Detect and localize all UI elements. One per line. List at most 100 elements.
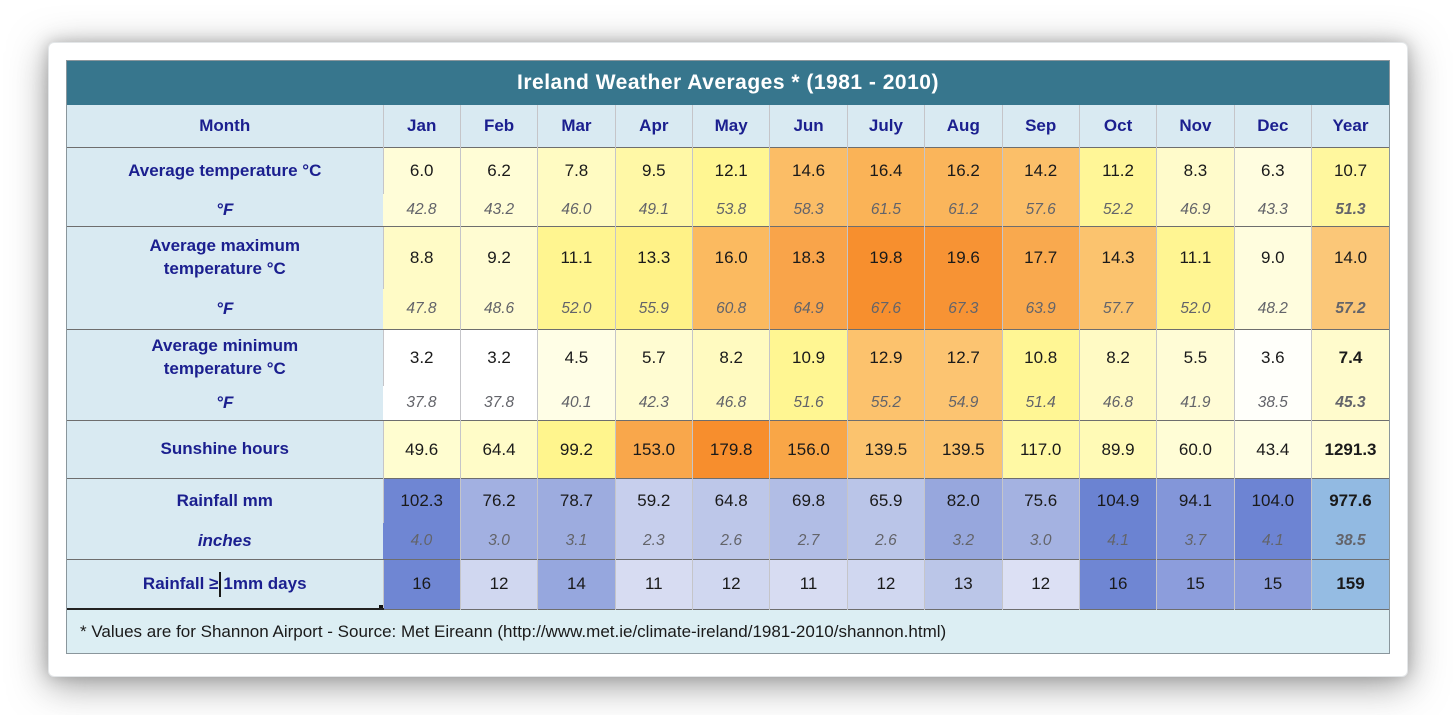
month-header-apr: Apr — [614, 105, 693, 148]
secondary-value-cell: 42.8 — [383, 194, 461, 227]
value-cell: 8.3 — [1156, 147, 1235, 194]
value-cell: 64.4 — [459, 420, 538, 479]
value-cell: 10.9 — [769, 329, 848, 386]
row-avg-temp-secondary: 42.8 43.2 46.0 49.1 53.8 58.3 61.5 61.2 57.6 52.2… — [67, 194, 1389, 227]
value-cell: 7.8 — [537, 147, 616, 194]
value-cell: 6.2 — [459, 147, 538, 194]
secondary-value-cell: 37.8 — [459, 386, 538, 421]
month-header-feb: Feb — [459, 105, 538, 148]
table-wrapper: Ireland Weather Averages * (1981 - 2010)… — [66, 60, 1390, 654]
value-cell: 12 — [459, 559, 538, 609]
secondary-value-cell: 37.8 — [383, 386, 461, 421]
month-header-aug: Aug — [924, 105, 1002, 148]
row-min-temp: Average minimum temperature °C °F 3.2 3.2 4.5… — [67, 329, 1389, 421]
month-header-jan: Jan — [382, 105, 461, 148]
row-label-sunshine: Sunshine hours — [67, 420, 383, 479]
month-header-may: May — [691, 105, 770, 148]
value-cell: 13 — [924, 559, 1002, 609]
label-line: 1mm days — [223, 573, 307, 593]
secondary-value-cell: 54.9 — [924, 386, 1002, 421]
value-cell: 16.4 — [846, 147, 925, 194]
row-label-rain-days: Rainfall ≥ 1mm days — [67, 559, 383, 610]
value-cell: 8.2 — [1078, 329, 1157, 386]
row-label-rainfall: Rainfall mm inches — [67, 478, 383, 560]
month-header-nov: Nov — [1156, 105, 1235, 148]
month-header-label: Month — [67, 105, 383, 148]
secondary-value-cell: 64.9 — [769, 289, 848, 330]
secondary-value-cell: 57.6 — [1001, 194, 1080, 227]
secondary-value-cell: 46.8 — [1078, 386, 1157, 421]
label-line: temperature °C — [163, 359, 286, 378]
secondary-value-cell: 4.0 — [383, 523, 461, 560]
value-cell: 60.0 — [1156, 420, 1235, 479]
value-cell: 153.0 — [614, 420, 693, 479]
secondary-value-cell: 4.1 — [1233, 523, 1312, 560]
secondary-value-cell: 2.6 — [846, 523, 925, 560]
secondary-value-cell: 42.3 — [614, 386, 693, 421]
label-line: Average minimum — [151, 336, 299, 356]
value-cell: 15 — [1233, 559, 1312, 609]
secondary-value-cell: 60.8 — [691, 289, 770, 330]
row-label-min-temp: Average minimum temperature °C °F — [67, 329, 383, 421]
row-unit-label: °F — [216, 299, 234, 318]
secondary-value-cell: 55.9 — [614, 289, 693, 330]
value-cell: 43.4 — [1233, 420, 1312, 479]
secondary-value-cell: 2.6 — [691, 523, 770, 560]
value-cell: 11.1 — [1156, 226, 1235, 289]
secondary-value-cell: 61.2 — [924, 194, 1002, 227]
footnote-text: * Values are for Shannon Airport - Sourc… — [67, 608, 1389, 653]
value-cell: 16 — [382, 559, 461, 609]
value-cell: 139.5 — [924, 420, 1002, 479]
weather-averages-table: Month Jan Feb Mar Apr May Jun July Aug Sep Oct Nov D… — [67, 105, 1389, 653]
value-cell: 12 — [846, 559, 925, 609]
value-cell: 3.6 — [1233, 329, 1312, 386]
row-label-text: Rainfall mm — [67, 480, 383, 524]
value-cell: 10.8 — [1001, 329, 1080, 386]
secondary-value-cell: 52.2 — [1078, 194, 1157, 227]
value-cell: 11.1 — [537, 226, 616, 289]
month-header-jun: Jun — [769, 105, 848, 148]
value-cell: 977.6 — [1311, 478, 1389, 523]
secondary-value-cell: 51.3 — [1311, 194, 1389, 227]
month-header-mar: Mar — [537, 105, 616, 148]
secondary-value-cell: 51.6 — [769, 386, 848, 421]
secondary-value-cell: 4.1 — [1078, 523, 1157, 560]
value-cell: 1291.3 — [1311, 420, 1389, 479]
row-label-avg-temp: Average temperature °C °F — [67, 147, 383, 227]
secondary-value-cell: 40.1 — [537, 386, 616, 421]
value-cell: 117.0 — [1001, 420, 1080, 479]
secondary-value-cell: 41.9 — [1156, 386, 1235, 421]
weather-table-card: Ireland Weather Averages * (1981 - 2010)… — [48, 42, 1408, 677]
value-cell: 179.8 — [691, 420, 770, 479]
secondary-value-cell: 3.7 — [1156, 523, 1235, 560]
secondary-value-cell: 3.1 — [537, 523, 616, 560]
value-cell: 16.2 — [924, 147, 1002, 194]
selection-handle[interactable] — [378, 605, 383, 608]
label-line: Average maximum — [149, 236, 301, 256]
value-cell: 104.9 — [1078, 478, 1157, 523]
label-line: Rainfall ≥ — [142, 573, 219, 593]
row-max-temp-secondary: 47.8 48.6 52.0 55.9 60.8 64.9 67.6 67.3 63.9 57.7… — [67, 289, 1389, 330]
value-cell: 8.8 — [382, 226, 461, 289]
value-cell: 11 — [769, 559, 848, 609]
secondary-value-cell: 57.7 — [1078, 289, 1157, 330]
value-cell: 14.3 — [1078, 226, 1157, 289]
row-label-max-temp: Average maximum temperature °C °F — [67, 226, 383, 330]
secondary-value-cell: 52.0 — [1156, 289, 1235, 330]
value-cell: 13.3 — [614, 226, 693, 289]
value-cell: 12.9 — [846, 329, 925, 386]
value-cell: 9.2 — [459, 226, 538, 289]
value-cell: 94.1 — [1156, 478, 1235, 523]
value-cell: 75.6 — [1001, 478, 1080, 523]
secondary-value-cell: 3.0 — [459, 523, 538, 560]
value-cell: 159 — [1311, 559, 1389, 609]
row-min-temp-secondary: 37.8 37.8 40.1 42.3 46.8 51.6 55.2 54.9 51.4 46.8… — [67, 386, 1389, 421]
row-rainfall-secondary: 4.0 3.0 3.1 2.3 2.6 2.7 2.6 3.2 3.0 4.1 3.7 4.1 38.5 — [67, 523, 1389, 560]
row-rainfall: Rainfall mm inches 102.3 76.2 78.7 59.2 64.8 69… — [67, 478, 1389, 560]
value-cell: 102.3 — [382, 478, 461, 523]
secondary-value-cell: 49.1 — [614, 194, 693, 227]
row-label-text: Rainfall ≥ 1mm days — [67, 560, 383, 607]
secondary-value-cell: 53.8 — [691, 194, 770, 227]
secondary-value-cell: 57.2 — [1311, 289, 1389, 330]
value-cell: 8.2 — [691, 329, 770, 386]
